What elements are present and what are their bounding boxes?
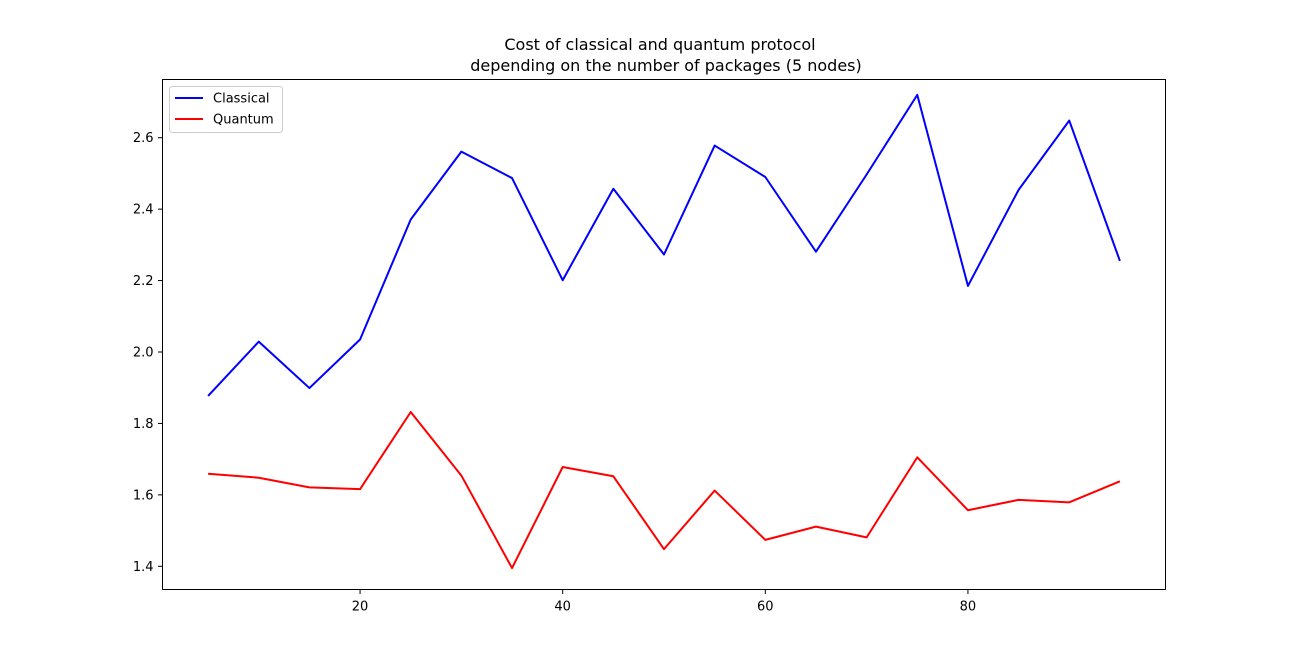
y-axis-ticks: 1.4 1.6 1.8 2.0 2.2 2.4 2.6 bbox=[133, 131, 163, 575]
y-tick-label: 1.4 bbox=[133, 560, 154, 575]
chart-title: Cost of classical and quantum protocol d… bbox=[470, 35, 862, 75]
y-tick-label: 1.6 bbox=[133, 488, 154, 503]
x-tick-label: 20 bbox=[352, 600, 369, 615]
chart-title-line-2: depending on the number of packages (5 n… bbox=[470, 56, 862, 75]
y-tick-label: 2.6 bbox=[133, 131, 154, 146]
y-tick-label: 2.2 bbox=[133, 274, 154, 289]
x-tick-label: 40 bbox=[554, 600, 571, 615]
series-line-classical bbox=[207, 93, 1121, 397]
y-tick-label: 1.8 bbox=[133, 417, 154, 432]
x-tick-label: 80 bbox=[960, 600, 977, 615]
x-axis-ticks: 20 40 60 80 bbox=[352, 589, 977, 615]
legend-label-classical: Classical bbox=[213, 92, 270, 107]
series-line-quantum bbox=[208, 411, 1121, 570]
plot-area-frame bbox=[162, 79, 1166, 590]
legend-label-quantum: Quantum bbox=[213, 113, 274, 128]
legend: Classical Quantum bbox=[169, 86, 283, 133]
x-tick-label: 60 bbox=[757, 600, 774, 615]
series-lines bbox=[207, 93, 1121, 570]
y-tick-label: 2.0 bbox=[133, 346, 154, 361]
chart-title-line-1: Cost of classical and quantum protocol bbox=[504, 35, 815, 54]
y-tick-label: 2.4 bbox=[133, 203, 154, 218]
